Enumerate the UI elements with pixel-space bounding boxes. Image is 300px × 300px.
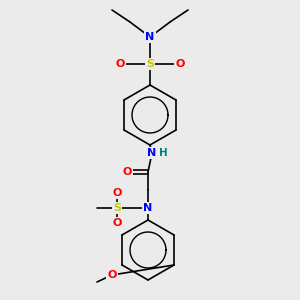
Text: O: O <box>112 218 122 228</box>
Text: N: N <box>146 32 154 42</box>
Text: O: O <box>122 167 132 177</box>
Text: H: H <box>159 148 168 158</box>
Text: N: N <box>143 203 153 213</box>
Text: S: S <box>146 59 154 69</box>
Text: O: O <box>107 270 117 280</box>
Text: O: O <box>115 59 125 69</box>
Text: S: S <box>113 203 121 213</box>
Text: O: O <box>175 59 185 69</box>
Text: N: N <box>147 148 157 158</box>
Text: O: O <box>112 188 122 198</box>
